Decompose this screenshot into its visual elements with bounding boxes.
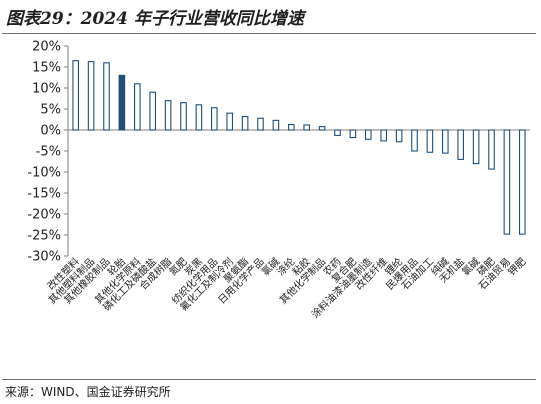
bar-轮胎	[118, 74, 126, 131]
x-axis-labels: 改性塑料其他塑料制品其他橡胶制品轮胎其他化学原料磷化工及磷酸盐合成树脂氮肥炭黑纺…	[44, 255, 528, 321]
y-tick-label: 15%	[32, 61, 61, 76]
bar-聚氨酯	[241, 116, 249, 131]
bar-纺织化学用品	[211, 107, 218, 131]
bar-粘胶	[303, 124, 311, 131]
title-divider	[2, 33, 536, 34]
bar-磷肥	[488, 129, 495, 170]
bar-石油贸易	[503, 129, 511, 235]
bar-日用化学产品	[257, 117, 264, 131]
bar-炭黑	[195, 104, 203, 131]
bar-氮肥	[180, 102, 187, 131]
y-tick-label: -15%	[27, 187, 61, 202]
bar-民爆用品	[411, 129, 418, 152]
bar-氟化工及制冷剂	[226, 112, 233, 131]
bar-改性纤维	[380, 129, 388, 142]
bar-复合肥	[349, 129, 357, 139]
y-tick-label: -20%	[27, 208, 61, 223]
bar-其他橡胶制品	[103, 62, 110, 131]
y-tick-label: 5%	[40, 103, 61, 118]
y-tick-label: -25%	[27, 229, 61, 244]
bar-涂料油漆油墨制造	[364, 129, 372, 140]
bar-锂纶	[395, 129, 403, 143]
figure-title: 图表29：2024 年子行业营收同比增速	[6, 9, 304, 29]
y-tick-label: 10%	[32, 82, 61, 97]
bar-农药	[334, 129, 341, 137]
bar-改性塑料	[72, 60, 79, 131]
bar-涤纶	[287, 123, 295, 131]
y-tick-label: -10%	[27, 166, 61, 181]
bar-合成树脂	[164, 100, 172, 131]
bar-series	[72, 60, 526, 235]
bar-其他化学制品	[318, 126, 326, 131]
bar-其他化学原料	[134, 83, 141, 131]
bar-其他塑料制品	[87, 60, 95, 131]
y-tick-label: -5%	[36, 145, 61, 160]
bar-石油加工	[426, 129, 434, 153]
y-axis: 20% 15% 10% 5% 0% -5% -10% -15% -20% -25% -30%	[27, 40, 530, 265]
source-divider	[2, 379, 536, 380]
y-tick-label: 0%	[40, 124, 61, 139]
y-tick-label: 20%	[32, 40, 61, 55]
bar-磷化工及磷酸盐	[149, 91, 156, 131]
source-note: 来源：WIND、国金证券研究所	[5, 385, 171, 399]
y-tick-label: -30%	[27, 250, 61, 265]
bar-纯碱	[441, 129, 449, 154]
bar-氯碱	[472, 129, 480, 165]
bar-无机盐	[457, 129, 465, 160]
bar-钾肥	[518, 129, 526, 235]
bar-氯碱	[272, 119, 280, 131]
